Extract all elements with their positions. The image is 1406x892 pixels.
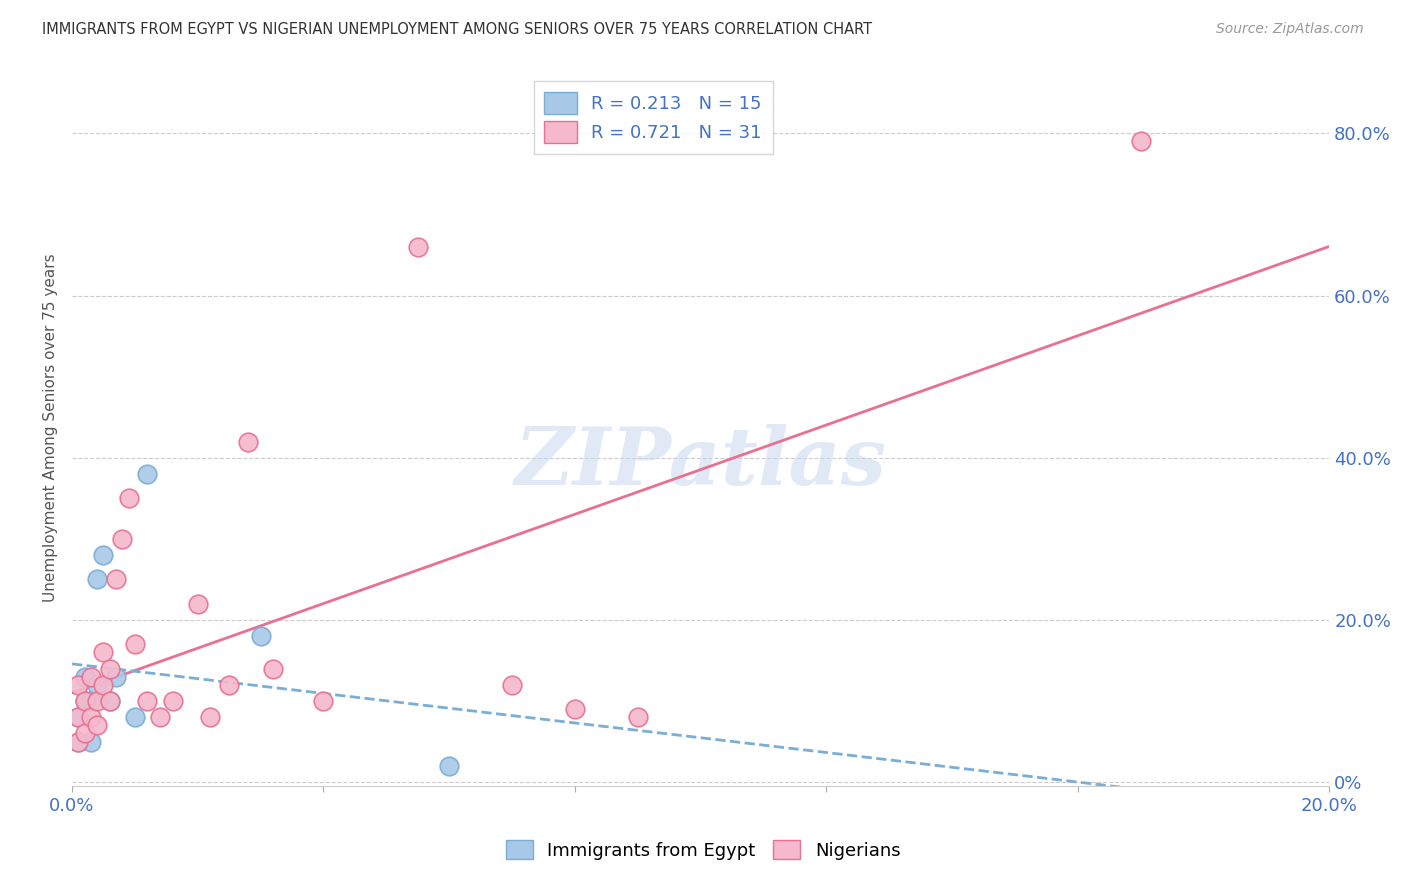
Point bbox=[105, 573, 128, 587]
Point bbox=[249, 629, 271, 643]
Point bbox=[73, 726, 96, 740]
Legend: Immigrants from Egypt, Nigerians: Immigrants from Egypt, Nigerians bbox=[498, 832, 908, 867]
Point bbox=[80, 670, 103, 684]
Point bbox=[218, 678, 240, 692]
Point bbox=[437, 759, 460, 773]
Point bbox=[124, 710, 146, 724]
Point bbox=[162, 694, 184, 708]
Point bbox=[86, 678, 108, 692]
Point bbox=[262, 662, 284, 676]
Text: IMMIGRANTS FROM EGYPT VS NIGERIAN UNEMPLOYMENT AMONG SENIORS OVER 75 YEARS CORRE: IMMIGRANTS FROM EGYPT VS NIGERIAN UNEMPL… bbox=[42, 22, 872, 37]
Y-axis label: Unemployment Among Seniors over 75 years: Unemployment Among Seniors over 75 years bbox=[44, 253, 58, 601]
Text: Source: ZipAtlas.com: Source: ZipAtlas.com bbox=[1216, 22, 1364, 37]
Point bbox=[86, 694, 108, 708]
Point bbox=[86, 718, 108, 732]
Point bbox=[73, 670, 96, 684]
Point bbox=[627, 710, 650, 724]
Point bbox=[564, 702, 586, 716]
Point bbox=[73, 694, 96, 708]
Point bbox=[67, 678, 90, 692]
Point bbox=[236, 434, 259, 449]
Point bbox=[136, 467, 159, 481]
Point bbox=[93, 548, 115, 562]
Point bbox=[93, 645, 115, 659]
Legend: R = 0.213   N = 15, R = 0.721   N = 31: R = 0.213 N = 15, R = 0.721 N = 31 bbox=[534, 81, 773, 154]
Point bbox=[98, 694, 121, 708]
Point bbox=[187, 597, 209, 611]
Point bbox=[1129, 135, 1152, 149]
Point bbox=[67, 734, 90, 748]
Point bbox=[98, 694, 121, 708]
Point bbox=[501, 678, 523, 692]
Point bbox=[80, 710, 103, 724]
Text: ZIPatlas: ZIPatlas bbox=[515, 425, 887, 502]
Point bbox=[98, 662, 121, 676]
Point bbox=[67, 710, 90, 724]
Point bbox=[80, 734, 103, 748]
Point bbox=[67, 710, 90, 724]
Point bbox=[117, 491, 139, 506]
Point bbox=[136, 694, 159, 708]
Point bbox=[124, 637, 146, 651]
Point bbox=[111, 532, 134, 546]
Point bbox=[86, 573, 108, 587]
Point bbox=[149, 710, 172, 724]
Point bbox=[80, 694, 103, 708]
Point bbox=[312, 694, 335, 708]
Point bbox=[73, 694, 96, 708]
Point bbox=[93, 678, 115, 692]
Point bbox=[105, 670, 128, 684]
Point bbox=[67, 734, 90, 748]
Point bbox=[406, 240, 429, 254]
Point bbox=[200, 710, 222, 724]
